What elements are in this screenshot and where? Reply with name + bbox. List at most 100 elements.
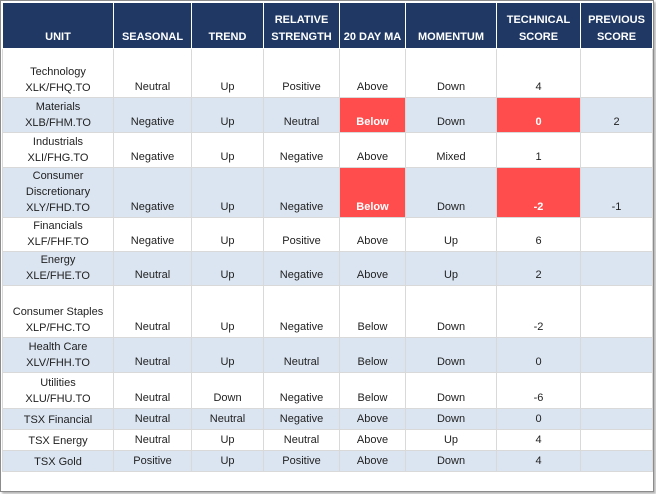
- relative-strength-cell: Negative: [263, 132, 340, 168]
- technical-score-cell: 0: [496, 97, 581, 133]
- trend-cell: Up: [191, 429, 264, 451]
- table-row: Consumer Discretionary XLY/FHD.TO Negative…: [2, 167, 653, 218]
- trend-cell: Up: [191, 97, 264, 133]
- table-row: Materials XLB/FHM.TO Negative Up Neutral …: [2, 97, 653, 133]
- ma20-cell: Above: [339, 48, 406, 98]
- relative-strength-cell: Neutral: [263, 429, 340, 451]
- previous-score-cell: 2: [580, 97, 653, 133]
- relative-strength-cell: Positive: [263, 450, 340, 472]
- table-row: TSX Energy Neutral Up Neutral Above Up 4: [2, 429, 653, 451]
- seasonal-cell: Neutral: [113, 429, 192, 451]
- seasonal-cell: Neutral: [113, 408, 192, 430]
- previous-score-cell: [580, 429, 653, 451]
- seasonal-cell: Neutral: [113, 48, 192, 98]
- unit-cell: Materials XLB/FHM.TO: [2, 97, 114, 133]
- seasonal-cell: Negative: [113, 97, 192, 133]
- trend-cell: Up: [191, 285, 264, 338]
- table-row: TSX Financial Neutral Neutral Negative A…: [2, 408, 653, 430]
- unit-cell: TSX Energy: [2, 429, 114, 451]
- unit-name: TSX Gold: [34, 456, 82, 468]
- technical-score-cell: 0: [496, 408, 581, 430]
- trend-cell: Up: [191, 48, 264, 98]
- previous-score-cell: [580, 285, 653, 338]
- table-row: Financials XLF/FHF.TO Negative Up Positiv…: [2, 217, 653, 252]
- seasonal-cell: Negative: [113, 217, 192, 252]
- technical-score-cell: -2: [496, 167, 581, 218]
- relative-strength-cell: Negative: [263, 372, 340, 409]
- unit-cell: Technology XLK/FHQ.TO: [2, 48, 114, 98]
- ma20-cell: Below: [339, 337, 406, 373]
- table-row: Consumer Staples XLP/FHC.TO Neutral Up Ne…: [2, 285, 653, 338]
- technical-score-cell: 0: [496, 337, 581, 373]
- unit-ticker: XLB/FHM.TO: [25, 117, 91, 129]
- unit-cell: Consumer Staples XLP/FHC.TO: [2, 285, 114, 338]
- unit-name: Financials: [33, 220, 83, 232]
- unit-name: Energy: [40, 254, 76, 266]
- unit-name: Technology: [30, 66, 86, 78]
- seasonal-cell: Negative: [113, 132, 192, 168]
- momentum-cell: Up: [405, 217, 497, 252]
- unit-cell: TSX Gold: [2, 450, 114, 472]
- unit-ticker: XLK/FHQ.TO: [25, 82, 91, 94]
- header-momentum: MOMENTUM: [405, 2, 497, 49]
- momentum-cell: Down: [405, 167, 497, 218]
- momentum-cell: Up: [405, 429, 497, 451]
- unit-name: Consumer Staples: [12, 306, 104, 318]
- seasonal-cell: Neutral: [113, 372, 192, 409]
- table-row: Industrials XLI/FHG.TO Negative Up Negati…: [2, 132, 653, 168]
- table-row: Utilities XLU/FHU.TO Neutral Down Negativ…: [2, 372, 653, 409]
- trend-cell: Up: [191, 167, 264, 218]
- relative-strength-cell: Neutral: [263, 337, 340, 373]
- ma20-cell: Below: [339, 372, 406, 409]
- unit-ticker: XLV/FHH.TO: [26, 357, 90, 369]
- header-seasonal: SEASONAL: [113, 2, 192, 49]
- relative-strength-cell: Negative: [263, 285, 340, 338]
- table-row: Health Care XLV/FHH.TO Neutral Up Neutral…: [2, 337, 653, 373]
- unit-cell: TSX Financial: [2, 408, 114, 430]
- previous-score-cell: [580, 217, 653, 252]
- technical-score-cell: -2: [496, 285, 581, 338]
- unit-cell: Financials XLF/FHF.TO: [2, 217, 114, 252]
- header-20-day-ma: 20 DAY MA: [339, 2, 406, 49]
- sector-score-table: UNIT SEASONAL TREND RELATIVE STRENGTH 20…: [2, 2, 653, 472]
- technical-score-cell: -6: [496, 372, 581, 409]
- technical-score-cell: 6: [496, 217, 581, 252]
- table-row: TSX Gold Positive Up Positive Above Down…: [2, 450, 653, 472]
- unit-ticker: XLI/FHG.TO: [27, 152, 89, 164]
- unit-cell: Utilities XLU/FHU.TO: [2, 372, 114, 409]
- unit-name: TSX Financial: [23, 414, 93, 426]
- seasonal-cell: Positive: [113, 450, 192, 472]
- table-row: Technology XLK/FHQ.TO Neutral Up Positive…: [2, 48, 653, 98]
- seasonal-cell: Neutral: [113, 337, 192, 373]
- unit-ticker: XLU/FHU.TO: [25, 393, 91, 405]
- header-row: UNIT SEASONAL TREND RELATIVE STRENGTH 20…: [2, 2, 653, 49]
- trend-cell: Up: [191, 132, 264, 168]
- momentum-cell: Up: [405, 251, 497, 286]
- header-relative-strength: RELATIVE STRENGTH: [263, 2, 340, 49]
- unit-cell: Energy XLE/FHE.TO: [2, 251, 114, 286]
- unit-ticker: XLY/FHD.TO: [26, 202, 90, 214]
- seasonal-cell: Negative: [113, 167, 192, 218]
- unit-cell: Consumer Discretionary XLY/FHD.TO: [2, 167, 114, 218]
- seasonal-cell: Neutral: [113, 285, 192, 338]
- technical-score-cell: 1: [496, 132, 581, 168]
- trend-cell: Neutral: [191, 408, 264, 430]
- unit-name: Consumer: [32, 170, 84, 182]
- header-previous-score: PREVIOUS SCORE: [580, 2, 653, 49]
- unit-ticker: XLE/FHE.TO: [26, 270, 90, 282]
- momentum-cell: Down: [405, 285, 497, 338]
- previous-score-cell: [580, 450, 653, 472]
- relative-strength-cell: Negative: [263, 167, 340, 218]
- relative-strength-cell: Negative: [263, 251, 340, 286]
- ma20-cell: Above: [339, 408, 406, 430]
- unit-ticker: XLF/FHF.TO: [27, 236, 89, 248]
- unit-ticker: XLP/FHC.TO: [25, 322, 91, 334]
- header-technical-score: TECHNICAL SCORE: [496, 2, 581, 49]
- momentum-cell: Down: [405, 450, 497, 472]
- trend-cell: Down: [191, 372, 264, 409]
- ma20-cell: Below: [339, 167, 406, 218]
- momentum-cell: Down: [405, 408, 497, 430]
- previous-score-cell: [580, 48, 653, 98]
- previous-score-cell: -1: [580, 167, 653, 218]
